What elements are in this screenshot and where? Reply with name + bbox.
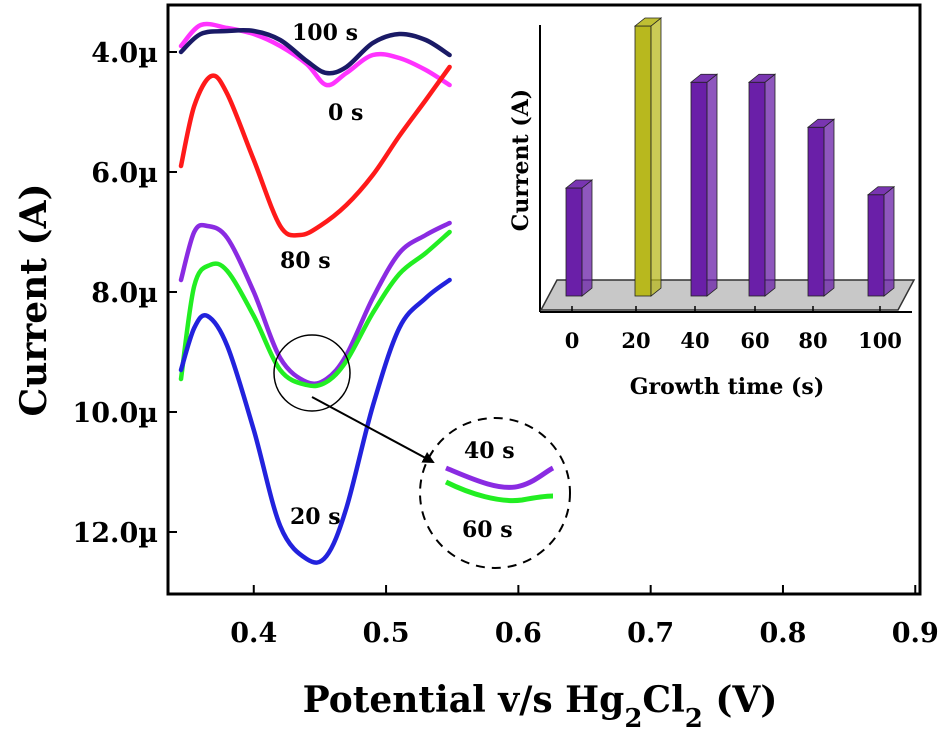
bar-top-face [866,186,896,196]
inset-x-tick-label: 60 [740,328,769,353]
curve-100s [178,27,452,76]
inset-bars [564,17,896,297]
zoom-highlight-circle [273,334,351,412]
bar-side-face [581,179,593,297]
bar-front-face [690,81,708,297]
x-tick-label: 0.9 [892,618,939,649]
y-axis-label: Current (A) [13,184,55,417]
zoom-line-60s [444,479,554,504]
plot-frame [166,3,922,596]
inset-x-tick-label: 40 [680,328,709,353]
y-axis: 4.0µ 6.0µ 8.0µ 10.0µ 12.0µ [72,38,177,549]
curve-20s [178,277,452,565]
bar-front-face [634,25,652,297]
x-axis: 0.4 0.5 0.6 0.7 0.8 0.9 [230,585,939,649]
inset-x-tick-label: 0 [565,328,580,353]
y-tick-label: 12.0µ [72,518,158,549]
curve-0s [178,21,452,88]
bar-side-face [883,185,895,297]
bar-top-face [747,73,777,83]
zoom-label-60s: 60 s [462,517,513,543]
curve-label-20s: 20 s [290,504,341,530]
bar-front-face [748,81,766,297]
inset-bar-chart: 0 20 40 60 80 100 Current (A) Growth time (s) [508,17,916,400]
bar-front-face [807,126,825,297]
inset-x-axis-label: Growth time (s) [630,374,824,400]
inset-bar-20 [633,17,663,297]
bar-side-face [706,73,718,297]
x-tick-label: 0.4 [230,618,277,649]
zoom-inset: 40 s 60 s [419,417,571,569]
curve-80s [178,64,452,238]
x-axis-label: Potential v/s Hg2Cl2 (V) [303,679,778,734]
y-tick-label: 6.0µ [91,158,158,189]
curve-label-80s: 80 s [280,248,331,274]
bar-top-face [689,73,719,83]
bar-side-face [764,73,776,297]
inset-x-tick-label: 100 [858,328,902,353]
bar-top-face [806,118,836,128]
zoom-line-40s [445,465,555,490]
inset-floor [539,279,916,311]
inset-bar-100 [866,185,896,297]
inset-bar-40 [689,73,719,297]
inset-bar-60 [747,73,777,297]
curve-40s [178,220,452,387]
inset-y-axis-label: Current (A) [508,89,534,231]
bar-top-face [564,179,594,189]
zoom-inset-circle [419,417,571,569]
curve-60s [178,229,452,389]
bar-top-face [633,17,663,27]
inset-bar-0 [564,179,594,297]
zoom-arrow [311,396,435,463]
bar-side-face [650,17,662,297]
curve-label-100s: 100 s [292,20,358,46]
zoom-label-40s: 40 s [464,438,515,464]
inset-x-tick-label: 20 [621,328,650,353]
curves [178,21,452,565]
curve-label-0s: 0 s [328,100,363,126]
y-tick-label: 8.0µ [91,278,158,309]
x-tick-label: 0.7 [627,618,674,649]
x-tick-label: 0.5 [363,618,410,649]
x-tick-label: 0.6 [495,618,542,649]
bar-side-face [823,118,835,297]
y-tick-label: 4.0µ [91,38,158,69]
bar-front-face [867,194,885,297]
y-tick-label: 10.0µ [72,398,158,429]
inset-x-tick-label: 80 [798,328,827,353]
x-tick-label: 0.8 [759,618,806,649]
bar-front-face [565,187,583,297]
inset-x-ticks: 0 20 40 60 80 100 [565,306,902,353]
inset-bar-80 [806,118,836,297]
